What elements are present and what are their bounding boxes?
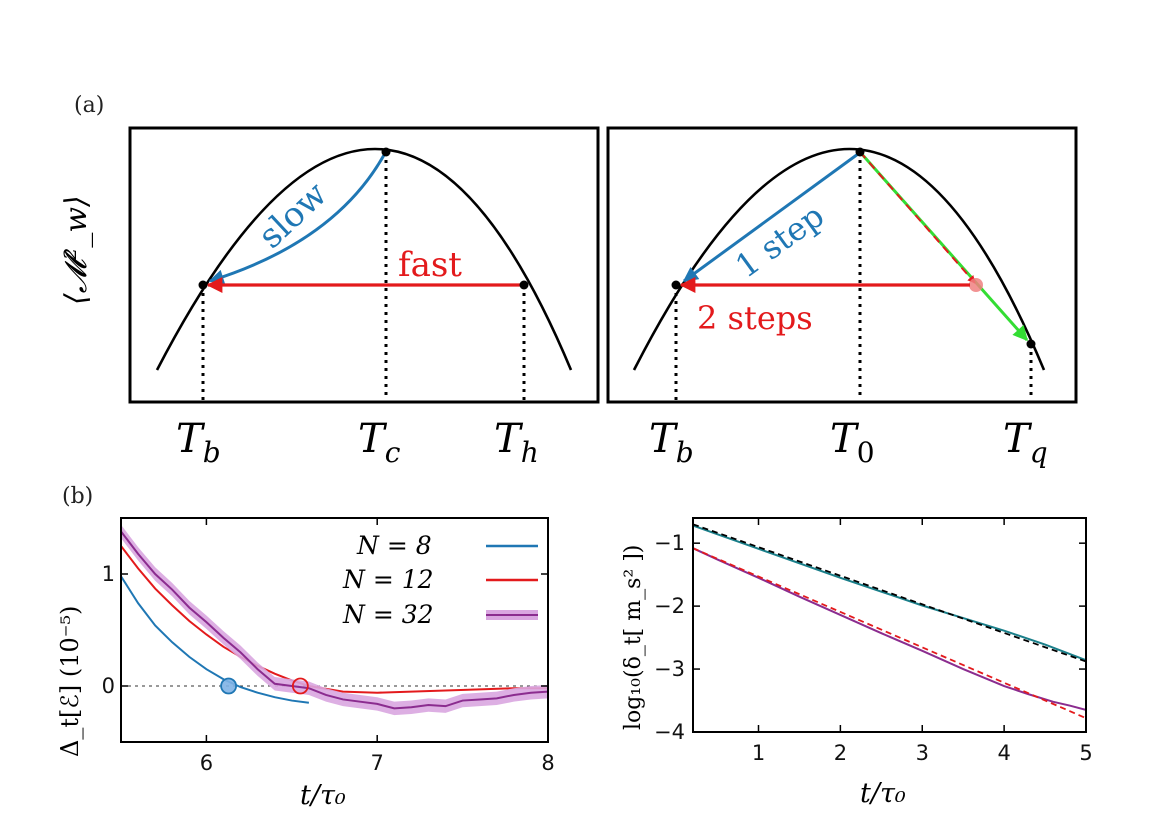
- chart-b-right-frame: [692, 517, 1087, 733]
- series-line-purple: [693, 547, 1086, 711]
- diagram-a-right-frame: [606, 126, 1078, 404]
- xtick-label-8: 8: [541, 751, 554, 775]
- xtick-label-7: 7: [371, 751, 384, 775]
- xtick-label-2: 2: [834, 741, 847, 765]
- label-fast: fast: [398, 245, 462, 285]
- tick-Th: Th: [494, 416, 539, 469]
- chart-b-right-ylabel: log₁₀(δ_t[ m_s² ]): [621, 545, 646, 730]
- ytick-label--4: −4: [654, 720, 685, 744]
- series-line-N-12: [121, 545, 548, 694]
- panel-label-b: (b): [62, 484, 93, 509]
- tick-Tq-sub: q: [1030, 436, 1048, 469]
- red-dashed-step: [859, 151, 976, 284]
- xtick-label-1: 1: [752, 741, 765, 765]
- xtick-label-6: 6: [200, 751, 213, 775]
- chart-b-right-ticks: 1 2 3 4 5 −1 −2 −3 −4: [654, 518, 1093, 765]
- slow-arrow: [208, 154, 386, 285]
- parabola-left: [155, 147, 573, 371]
- chart-b-left-plot: [121, 524, 548, 716]
- tick-Tb-right: Tb: [649, 416, 694, 469]
- legend-label-N8: N = 8: [356, 531, 432, 560]
- y-label-a: ⟨𝓜²_w⟩: [59, 195, 94, 305]
- chart-b-left-xlabel: t/τ₀: [300, 780, 346, 811]
- ytick-label--3: −3: [654, 657, 685, 681]
- chart-b-right-xlabel: t/τ₀: [860, 778, 906, 809]
- tick-Tc: Tc: [358, 416, 401, 469]
- green-step-line: [858, 151, 1029, 342]
- series-line-purple-fit: [693, 547, 1086, 719]
- xtick-label-4: 4: [997, 741, 1010, 765]
- xtick-label-3: 3: [916, 741, 929, 765]
- intermediate-point: [969, 278, 983, 292]
- diagram-a-right: 1 step 2 steps Tb T0 Tq: [606, 126, 1078, 469]
- tick-Th-sub: h: [521, 436, 539, 469]
- tick-Tb-right-sub: b: [676, 436, 694, 469]
- tick-Tb-left: Tb: [176, 416, 221, 469]
- series-band-2: [121, 524, 548, 716]
- series-line-N-8: [121, 575, 310, 704]
- chart-b-left-frame: [120, 517, 549, 743]
- point-Tq: [1026, 339, 1036, 349]
- chart-b-left-ylabel: Δ_t[ℰ] (10⁻⁵): [56, 606, 84, 757]
- point-Tc: [381, 147, 391, 157]
- tick-Tq: Tq: [1003, 416, 1048, 469]
- one-step-arrow: [682, 152, 859, 283]
- ytick-label--2: −2: [654, 594, 685, 618]
- chart-b-right: 1 2 3 4 5 −1 −2 −3 −4 t/τ₀ log₁₀(δ_t[ m_s² ]): [621, 517, 1093, 809]
- tick-Tb-left-sub: b: [203, 436, 221, 469]
- ytick-label-1: 1: [102, 562, 115, 586]
- point-T0: [855, 147, 865, 157]
- legend: N = 8 N = 12 N = 32: [342, 531, 538, 629]
- xtick-label-5: 5: [1079, 741, 1092, 765]
- legend-label-N32: N = 32: [342, 600, 434, 629]
- tick-Tc-sub: c: [385, 436, 401, 469]
- marker-0: [220, 677, 238, 695]
- series-line-teal-fit: [693, 523, 1086, 663]
- panel-label-a: (a): [74, 93, 104, 118]
- ytick-label--1: −1: [654, 531, 685, 555]
- series-line-N-32: [121, 530, 548, 710]
- diagram-a-left: slow fast ⟨𝓜²_w⟩ Tb Tc Th: [59, 126, 600, 469]
- ytick-label-0: 0: [102, 674, 115, 698]
- point-Tb-right: [671, 280, 681, 290]
- tick-T0-sub: 0: [857, 436, 875, 469]
- chart-b-right-plot: [693, 523, 1086, 719]
- marker-1: [291, 677, 309, 695]
- chart-b-left-ticks: 6 7 8 0 1: [102, 518, 555, 775]
- label-two-steps: 2 steps: [697, 299, 813, 337]
- series-line-teal: [693, 524, 1086, 662]
- diagram-a-left-frame: [128, 126, 600, 404]
- point-Th: [519, 280, 529, 290]
- chart-b-left: 6 7 8 0 1 t/τ₀ Δ_t[ℰ] (10⁻⁵) N = 8 N = 12 N …: [56, 517, 555, 811]
- parabola-right: [632, 147, 1046, 371]
- legend-label-N12: N = 12: [342, 565, 434, 594]
- point-Tb-left: [198, 280, 208, 290]
- tick-T0: T0: [830, 416, 875, 469]
